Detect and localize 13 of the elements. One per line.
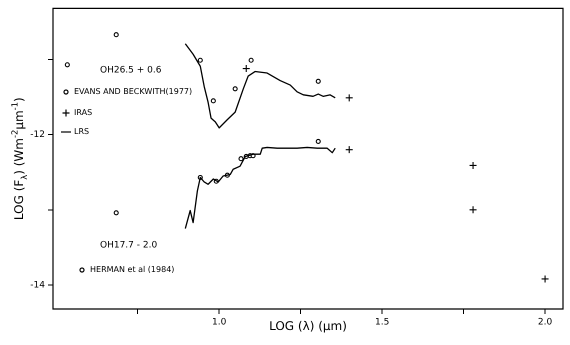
y-tick-label: -12 (30, 130, 45, 140)
legend-label: EVANS AND BECKWITH(1977) (74, 87, 192, 96)
y-axis-title: LOG (Fλ) (Wm-2μm-1) (9, 97, 29, 220)
x-axis-title: LOG (λ) (μm) (269, 319, 347, 334)
x-tick-label: 2.0 (538, 318, 552, 328)
x-tick-label: 1.5 (374, 318, 390, 328)
annotation: OH26.5 + 0.6 (100, 65, 162, 76)
annotation: OH17.7 - 2.0 (100, 240, 158, 250)
x-tick-label: 1.0 (212, 318, 227, 328)
y-tick-label: -14 (30, 280, 46, 290)
legend-label: LRS (74, 127, 90, 136)
legend-label: HERMAN et al (1984) (90, 265, 174, 274)
legend-label: IRAS (74, 108, 92, 118)
